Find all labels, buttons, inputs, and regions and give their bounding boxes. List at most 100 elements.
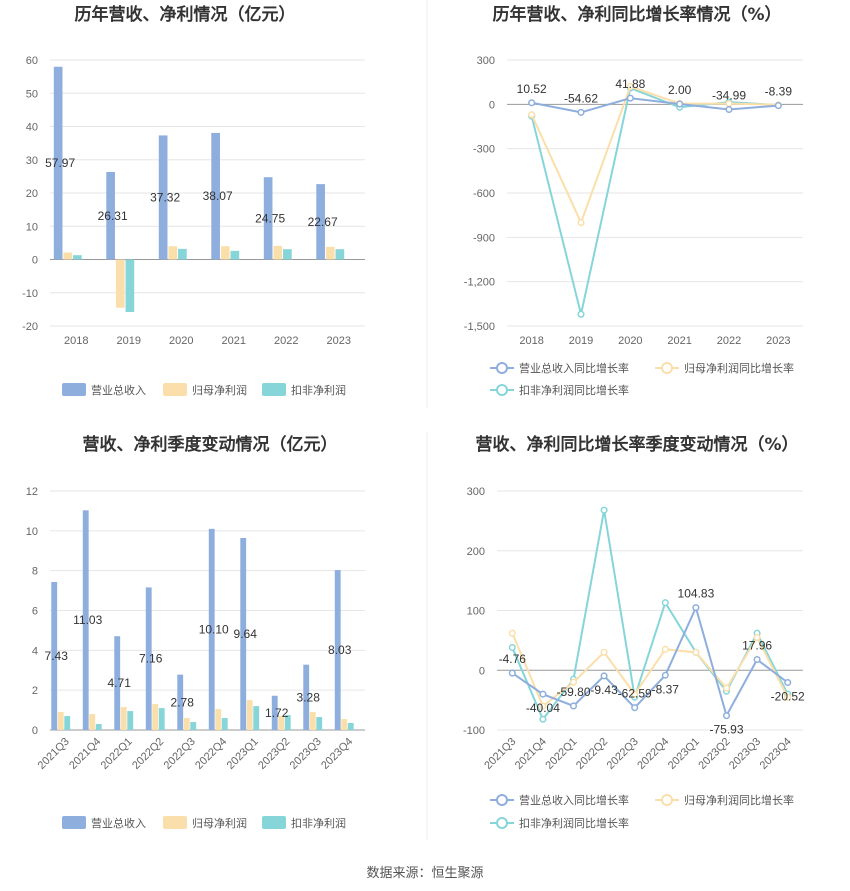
line-point [692,604,700,612]
line-point [753,655,761,664]
bar-data-label: 11.03 [73,613,102,627]
bar-扣非净利润 [125,259,135,313]
x-tick-label: 2023 [766,335,790,347]
legend-swatch [62,383,86,396]
bar-扣非净利润 [283,249,292,260]
line-point [577,108,585,116]
y-tick-label: 200 [467,546,485,558]
bar-归母净利润 [309,712,316,730]
bar-data-label: 7.16 [139,652,163,666]
y-tick-label: 0 [32,725,38,737]
y-tick-label: -20 [22,321,38,333]
bar-data-label: 7.43 [45,649,69,663]
legend-label: 营业总收入同比增长率 [519,793,629,807]
legend-swatch [262,816,286,829]
bar-归母净利润 [152,704,159,730]
bar-data-label: 26.31 [98,209,128,223]
bar-营业总收入 [82,510,89,730]
legend-swatch-marker [661,362,673,374]
y-tick-label: 12 [26,486,38,498]
line-data-label: -8.39 [765,85,793,99]
bar-营业总收入 [240,538,247,730]
bar-归母净利润 [115,259,125,308]
legend-label: 扣非净利润同比增长率 [519,383,629,397]
x-tick-label: 2023Q4 [758,736,794,772]
x-tick-label: 2021 [667,335,691,347]
x-tick-label: 2021Q3 [36,736,72,772]
line-data-label: -62.59 [618,687,652,701]
x-tick-label: 2022 [274,335,298,347]
line-营业总收入同比增长率 [511,604,789,719]
line-point [508,643,516,652]
y-tick-label: -900 [473,232,495,244]
line-营业总收入同比增长率 [531,97,779,114]
x-tick-label: 2023Q3 [727,736,763,772]
line-point [528,111,536,119]
bar-扣非净利润 [230,250,240,260]
line-data-label: -4.76 [499,652,527,666]
x-tick-label: 2019 [569,335,593,347]
bar-data-label: 38.07 [203,189,233,203]
x-tick-label: 2022Q2 [130,736,166,772]
bar-归母净利润 [57,712,64,730]
bar-扣非净利润 [190,722,197,730]
bar-data-label: 24.75 [255,211,285,225]
x-tick-label: 2023Q1 [666,736,702,772]
line-data-label: 10.52 [517,82,547,96]
legend-swatch-marker [496,384,508,396]
legend-swatch [163,383,187,396]
x-tick-label: 2021Q4 [67,736,103,772]
line-point [661,599,669,607]
line-point [784,693,792,701]
y-tick-label: -300 [473,144,495,156]
bar-扣非净利润 [73,255,82,260]
line-point [539,702,547,710]
bar-归母净利润 [246,700,253,730]
y-tick-label: 0 [32,255,38,267]
chart-title: 营收、净利同比增长率季度变动情况（%） [475,434,798,455]
legend-label: 营业总收入同比增长率 [519,361,629,375]
bar-data-label: 57.97 [45,156,75,170]
line-data-label: 2.00 [668,83,692,97]
y-tick-label: 300 [467,486,485,498]
bar-营业总收入 [316,184,325,260]
line-point [753,633,761,641]
y-tick-label: 30 [26,155,38,167]
bar-扣非净利润 [127,711,134,730]
line-归母净利润同比增长率 [530,85,779,226]
line-point [725,105,733,114]
x-tick-label: 2022Q4 [193,736,229,772]
bar-营业总收入 [53,66,63,260]
y-tick-label: 40 [26,122,38,134]
x-tick-label: 2022Q2 [574,736,610,772]
bar-归母净利润 [341,719,348,730]
x-tick-label: 2022Q1 [543,736,579,772]
line-point [631,690,639,698]
y-tick-label: 8 [32,566,38,578]
y-tick-label: 300 [477,55,495,67]
y-tick-label: 6 [32,606,38,618]
line-point [600,506,608,514]
x-tick-label: 2023Q2 [256,736,292,772]
bar-营业总收入 [303,664,310,730]
bar-扣非净利润 [335,249,345,260]
line-data-label: -34.99 [712,89,746,103]
bar-扣非净利润 [284,715,291,730]
line-data-label: -20.52 [771,690,805,704]
bar-营业总收入 [177,674,184,730]
bar-data-label: 9.64 [234,627,258,641]
y-tick-label: 60 [26,55,38,67]
legend-label: 归母净利润 [192,383,247,397]
line-data-label: -8.37 [652,682,680,696]
bar-营业总收入 [106,172,115,260]
bar-营业总收入 [263,177,273,260]
x-tick-label: 2018 [64,335,88,347]
line-point [569,678,578,686]
y-tick-label: -100 [463,725,485,737]
legend-label: 扣非净利润 [291,383,346,397]
bar-归母净利润 [273,245,283,260]
x-tick-label: 2023Q3 [288,736,324,772]
y-tick-label: 10 [26,526,38,538]
legend-label: 营业总收入 [91,816,146,830]
